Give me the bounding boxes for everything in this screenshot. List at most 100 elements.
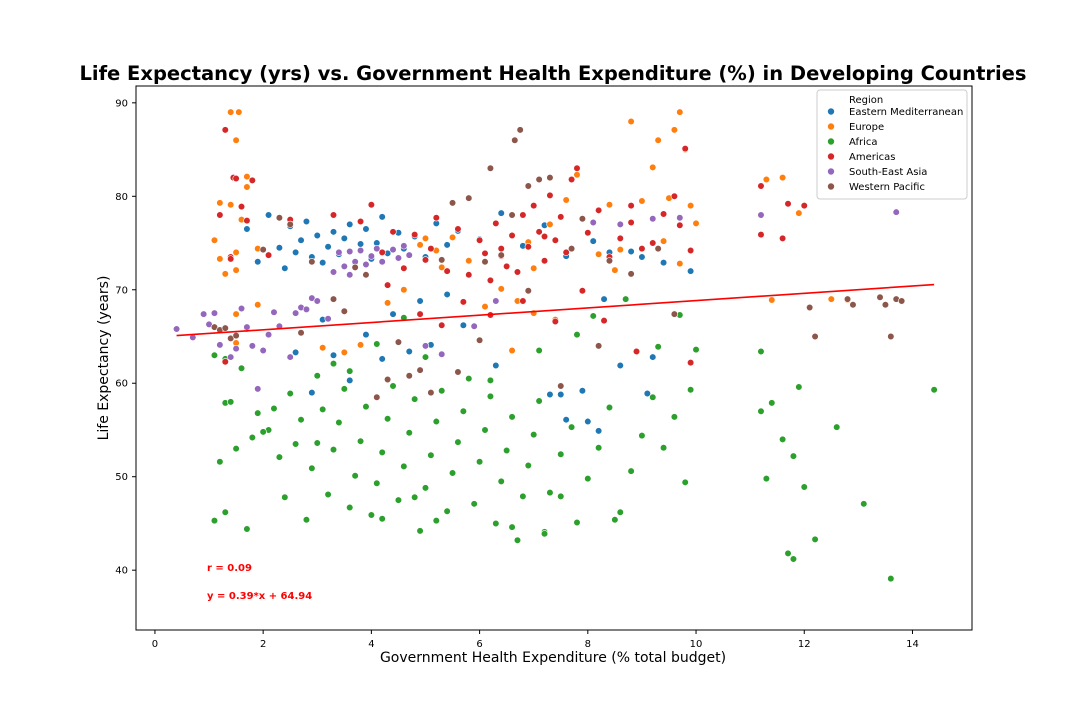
point-americas [492,219,500,228]
point-africa [416,527,424,535]
point-western-pacific [297,329,305,337]
point-south-east-asia [378,258,386,266]
point-europe [232,136,240,144]
point-americas [524,243,532,251]
point-europe [546,220,554,228]
point-eastern-mediterranean [600,295,608,303]
point-africa [486,392,495,400]
point-africa [254,409,262,417]
point-south-east-asia [286,353,294,361]
point-americas [616,234,624,242]
point-americas [659,210,668,218]
point-europe [687,202,695,210]
point-south-east-asia [243,323,251,331]
x-tick-label: 2 [260,639,266,650]
point-europe [232,310,240,318]
point-africa [681,478,689,486]
point-europe [221,270,229,278]
point-africa [210,517,219,525]
point-africa [411,395,419,403]
point-africa [400,462,408,471]
point-africa [384,415,392,423]
point-europe [243,183,251,191]
point-western-pacific [605,257,614,265]
point-eastern-mediterranean [649,353,657,361]
point-europe [497,285,505,293]
point-western-pacific [557,382,565,390]
point-western-pacific [811,332,819,341]
point-africa [486,376,495,385]
point-eastern-mediterranean [497,209,505,217]
point-south-east-asia [270,308,278,316]
point-americas [508,231,516,240]
point-europe [232,266,240,274]
point-africa [389,382,397,390]
point-south-east-asia [616,220,624,228]
point-americas [378,248,386,256]
point-americas [779,234,787,242]
point-western-pacific [475,336,484,344]
legend-label-western-pacific: Western Pacific [849,182,925,193]
point-africa [329,360,338,368]
point-eastern-mediterranean [562,416,570,424]
point-africa [475,458,484,466]
point-western-pacific [849,301,857,309]
point-africa [627,467,635,475]
point-africa [789,452,798,460]
point-western-pacific [876,293,884,301]
point-south-east-asia [405,251,413,259]
point-americas [227,255,235,263]
point-africa [227,398,235,406]
point-europe [384,299,392,307]
point-south-east-asia [210,309,219,317]
point-americas [411,231,419,239]
point-western-pacific [516,126,524,134]
point-africa [800,483,808,491]
point-eastern-mediterranean [687,267,695,275]
point-western-pacific [384,375,392,384]
point-americas [573,164,581,172]
point-western-pacific [524,182,532,190]
point-western-pacific [427,388,435,397]
point-africa [557,492,565,500]
legend-label-americas: Americas [849,152,895,163]
point-americas [800,202,808,210]
point-south-east-asia [340,262,348,270]
point-western-pacific [578,215,587,223]
point-eastern-mediterranean [389,310,397,318]
point-eastern-mediterranean [297,236,305,244]
x-tick-label: 8 [585,639,591,650]
point-eastern-mediterranean [616,361,624,370]
point-europe [216,255,224,263]
point-africa [649,393,657,401]
point-europe [670,126,678,134]
point-americas [530,202,538,210]
point-europe [692,219,700,228]
point-western-pacific [362,271,370,279]
point-eastern-mediterranean [638,253,646,261]
point-americas [443,267,451,275]
y-tick-label: 80 [115,192,128,203]
point-western-pacific [497,251,505,259]
point-americas [551,317,559,326]
point-south-east-asia [356,246,365,255]
point-europe [227,201,235,209]
point-south-east-asia [232,345,240,353]
point-south-east-asia [324,315,332,323]
point-americas [687,359,695,367]
legend-label-south-east-asia: South-East Asia [849,167,927,178]
point-africa [595,444,603,452]
point-africa [432,517,440,525]
point-eastern-mediterranean [378,355,386,363]
point-africa [535,397,543,405]
point-western-pacific [438,256,446,264]
point-africa [687,386,695,394]
point-africa [308,464,316,472]
point-africa [492,519,500,528]
legend-marker-western-pacific [827,182,835,191]
point-eastern-mediterranean [416,297,424,305]
point-western-pacific [524,287,532,295]
point-africa [237,364,246,372]
point-africa [432,417,440,426]
